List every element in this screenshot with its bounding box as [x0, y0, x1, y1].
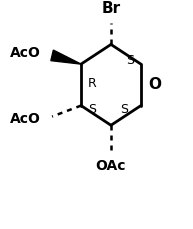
- Text: Br: Br: [101, 1, 121, 16]
- Text: AcO: AcO: [10, 46, 41, 60]
- Text: S: S: [120, 104, 128, 117]
- Text: S: S: [88, 104, 96, 117]
- Text: O: O: [149, 77, 162, 92]
- Text: S: S: [126, 54, 134, 67]
- Polygon shape: [51, 50, 81, 64]
- Text: AcO: AcO: [10, 112, 41, 126]
- Text: OAc: OAc: [96, 159, 126, 173]
- Text: R: R: [88, 77, 96, 90]
